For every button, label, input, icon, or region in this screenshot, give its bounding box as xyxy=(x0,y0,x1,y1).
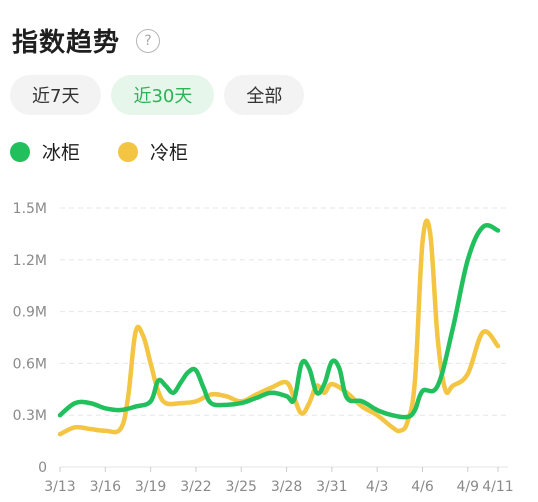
page-title: 指数趋势 xyxy=(12,28,121,58)
series-line-cooler xyxy=(57,218,501,437)
y-tick-label: 0.3M xyxy=(13,408,47,424)
legend-dot-green-icon xyxy=(10,141,30,162)
question-circle-icon[interactable]: ? xyxy=(136,28,161,53)
legend-item-freezer[interactable]: 冰柜 xyxy=(10,138,80,165)
x-tick-label: 3/25 xyxy=(226,479,257,495)
y-tick-label: 0.6M xyxy=(13,356,47,372)
y-tick-label: 0 xyxy=(38,460,47,476)
header: 指数趋势 ? xyxy=(12,22,161,59)
x-tick-label: 3/19 xyxy=(135,479,166,495)
legend-dot-yellow-icon xyxy=(118,141,139,162)
legend-label-cooler: 冷柜 xyxy=(150,142,189,164)
x-tick-label: 4/9 xyxy=(457,479,480,495)
x-tick-label: 4/3 xyxy=(366,479,389,495)
tab-7-days[interactable]: 近7天 xyxy=(10,75,102,115)
x-tick-label: 4/11 xyxy=(482,479,513,495)
tab-30-days[interactable]: 近30天 xyxy=(111,75,215,115)
x-tick-label: 3/16 xyxy=(90,479,122,495)
series-line-freezer xyxy=(57,223,501,420)
tab-all[interactable]: 全部 xyxy=(224,75,305,115)
time-range-tabs: 近7天 近30天 全部 xyxy=(10,75,305,115)
y-tick-label: 0.9M xyxy=(13,305,47,321)
chart-legend: 冰柜 冷柜 xyxy=(10,138,188,165)
legend-label-freezer: 冰柜 xyxy=(42,142,81,164)
y-tick-label: 1.2M xyxy=(13,253,47,269)
x-tick-label: 4/6 xyxy=(411,479,434,495)
x-tick-label: 3/31 xyxy=(316,479,347,495)
x-tick-label: 3/28 xyxy=(271,479,302,495)
legend-item-cooler[interactable]: 冷柜 xyxy=(118,138,188,165)
x-tick-label: 3/22 xyxy=(180,479,211,495)
trend-line-chart: 0 0.3M 0.6M 0.9M 1.2M 1.5M 3/13 3/16 3/19 3/22 3/2… xyxy=(13,201,514,495)
y-tick-label: 1.5M xyxy=(13,201,47,217)
x-tick-label: 3/13 xyxy=(44,479,75,495)
